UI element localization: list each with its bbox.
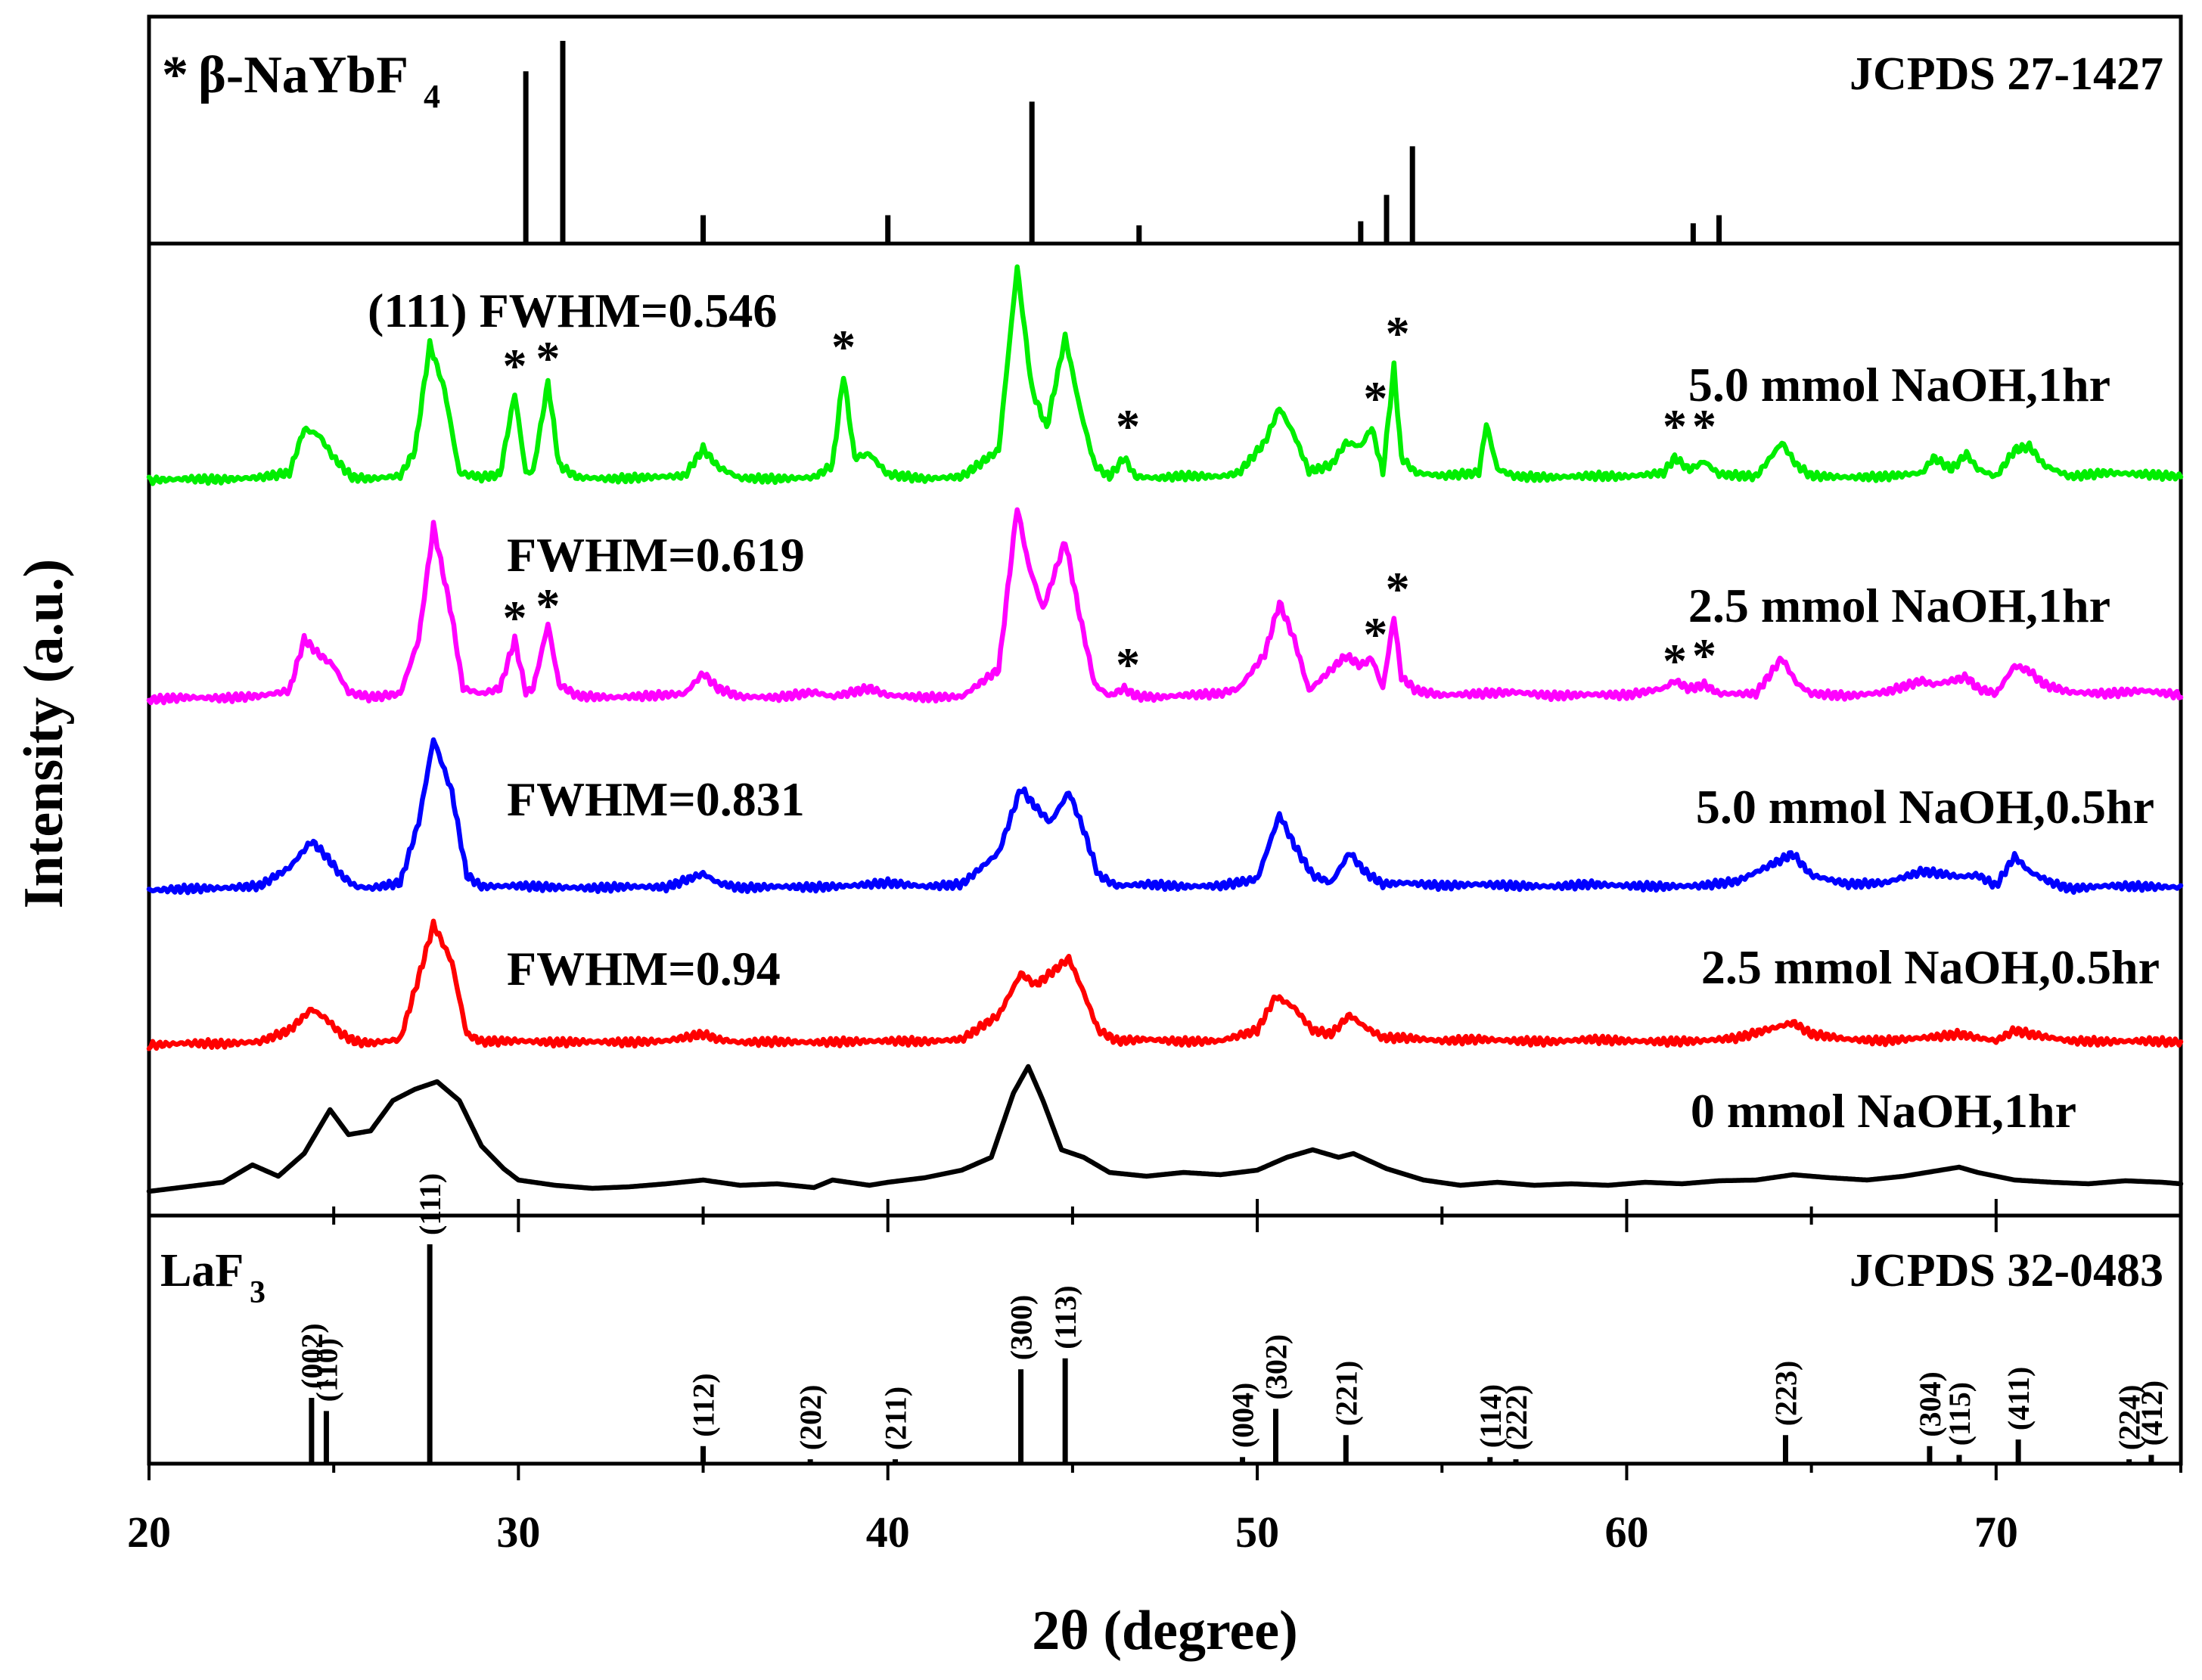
x-tick-label-60: 60: [1604, 1508, 1648, 1557]
star-mark-3: *: [1116, 399, 1140, 453]
x-tick-label-20: 20: [127, 1508, 171, 1557]
star-mark-13: *: [1663, 634, 1687, 688]
trace-2: [146, 507, 2184, 706]
fwhm-label-1: (111) FWHM=0.546: [368, 284, 777, 337]
series-label-1: 5.0 mmol NaOH,1hr: [1688, 358, 2110, 411]
series-label-3: 5.0 mmol NaOH,0.5hr: [1696, 780, 2154, 834]
hkl-label-11: (114): [1474, 1384, 1508, 1448]
top-panel-label-subscript: 4: [424, 78, 440, 115]
trace-3: [146, 737, 2184, 896]
star-mark-9: *: [536, 579, 560, 632]
star-mark-8: *: [502, 591, 526, 644]
fwhm-label-3: FWHM=0.831: [507, 772, 805, 826]
star-mark-7: *: [1692, 399, 1716, 453]
x-tick-label-70: 70: [1974, 1508, 2018, 1557]
star-mark-1: *: [536, 331, 560, 385]
star-mark-4: *: [1363, 371, 1387, 425]
bottom-panel-reference: JCPDS 32-0483: [1849, 1245, 2163, 1296]
x-axis-label: 2θ (degree): [1032, 1600, 1298, 1662]
hkl-label-17: (224): [2113, 1385, 2147, 1451]
x-tick-label-30: 30: [496, 1508, 540, 1557]
hkl-label-3: (112): [687, 1373, 721, 1436]
hkl-label-1: (110): [309, 1338, 343, 1402]
bottom-panel-frame: [147, 1213, 2183, 1466]
x-tick-label-50: 50: [1235, 1508, 1279, 1557]
star-mark-12: *: [1386, 562, 1410, 616]
hkl-label-5: (211): [878, 1387, 912, 1450]
hkl-label-2: (111): [413, 1173, 447, 1235]
fwhm-label-4: FWHM=0.94: [507, 942, 781, 995]
top-panel-marker: *: [162, 46, 188, 104]
star-mark-2: *: [831, 320, 856, 374]
series-label-5: 0 mmol NaOH,1hr: [1691, 1084, 2076, 1138]
bottom-panel-label: LaF: [160, 1245, 244, 1296]
y-axis-label: Intensity (a.u.): [13, 559, 75, 909]
hkl-label-9: (302): [1259, 1334, 1294, 1400]
hkl-label-12: (222): [1499, 1385, 1533, 1451]
hkl-label-16: (411): [2002, 1367, 2036, 1430]
hkl-label-13: (223): [1769, 1361, 1803, 1427]
bottom-reference-lines: (002)(110) (111) (112) (202) (211) (300) (113)…: [295, 1173, 2169, 1464]
hkl-label-10: (221): [1329, 1361, 1363, 1427]
x-tick-label-40: 40: [866, 1508, 910, 1557]
trace-5: [146, 1064, 2184, 1194]
hkl-label-8: (004): [1226, 1383, 1260, 1449]
series-label-4: 2.5 mmol NaOH,0.5hr: [1701, 940, 2160, 994]
hkl-label-4: (202): [794, 1385, 828, 1451]
axis-ticks: 20 30 40 50 60 70: [127, 1199, 2182, 1557]
top-panel-label: β-NaYbF: [198, 46, 408, 104]
hkl-label-0: (002): [295, 1323, 329, 1389]
star-mark-11: *: [1363, 607, 1387, 661]
top-reference-lines: [523, 41, 1722, 244]
bottom-panel-label-subscript: 3: [250, 1275, 266, 1310]
hkl-label-6: (300): [1005, 1295, 1039, 1361]
trace-1: [146, 264, 2184, 486]
star-annotations: * * ***** ** ***** *: [502, 306, 1716, 691]
top-panel-reference: JCPDS 27-1427: [1849, 48, 2163, 100]
fwhm-label-2: FWHM=0.619: [507, 528, 805, 582]
star-mark-10: *: [1116, 638, 1140, 691]
hkl-label-7: (113): [1048, 1285, 1082, 1349]
trace-4: [146, 918, 2184, 1051]
hkl-label-14: (304): [1913, 1371, 1947, 1437]
star-mark-0: *: [502, 339, 526, 393]
star-mark-6: *: [1663, 399, 1687, 453]
xrd-traces: [146, 264, 2184, 1194]
star-mark-14: *: [1692, 629, 1716, 682]
hkl-label-15: (115): [1943, 1382, 1977, 1446]
hkl-label-18: (412): [2135, 1380, 2169, 1446]
series-label-2: 2.5 mmol NaOH,1hr: [1688, 579, 2110, 632]
star-mark-5: *: [1386, 306, 1410, 360]
